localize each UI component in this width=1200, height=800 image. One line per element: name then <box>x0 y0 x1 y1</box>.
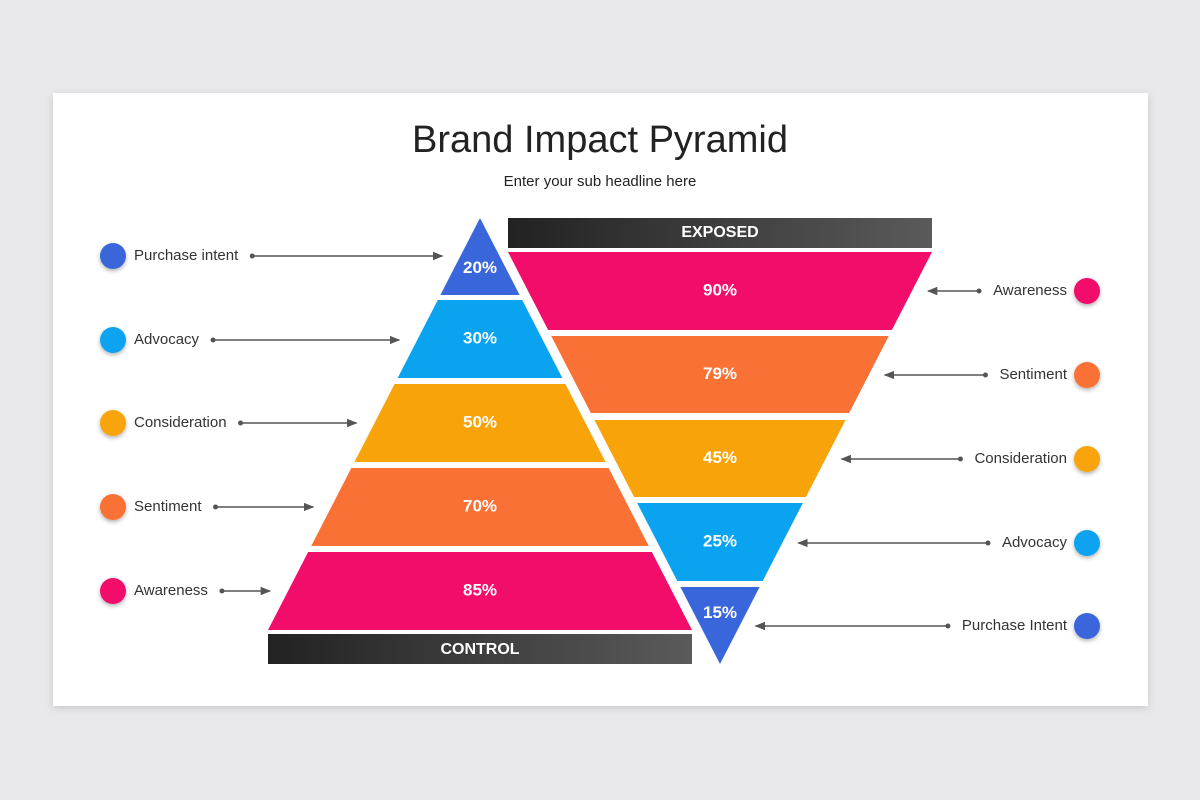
control-level <box>397 300 563 378</box>
control-level <box>268 552 692 630</box>
level-dot <box>1074 362 1100 388</box>
subtitle: Enter your sub headline here <box>504 173 697 190</box>
exposed-bar <box>508 218 932 248</box>
control-level <box>440 218 520 295</box>
level-value: 20% <box>463 258 497 277</box>
level-value: 79% <box>703 364 737 383</box>
exposed-level <box>594 420 846 497</box>
level-dot <box>1074 613 1100 639</box>
control-label: CONTROL <box>440 641 519 658</box>
level-name: Sentiment <box>999 366 1067 383</box>
level-name: Purchase intent <box>134 247 239 264</box>
level-value: 85% <box>463 580 497 599</box>
control-level <box>311 468 649 546</box>
exposed-level <box>508 252 932 330</box>
level-value: 30% <box>463 328 497 347</box>
exposed-level <box>637 503 803 581</box>
level-name: Consideration <box>974 450 1067 467</box>
level-dot <box>1074 446 1100 472</box>
level-dot <box>100 327 126 353</box>
level-value: 90% <box>703 280 737 299</box>
level-name: Advocacy <box>134 331 200 348</box>
level-dot <box>100 410 126 436</box>
control-level <box>354 384 606 462</box>
level-name: Awareness <box>134 582 208 599</box>
level-dot <box>1074 530 1100 556</box>
level-name: Sentiment <box>134 498 202 515</box>
level-dot <box>100 243 126 269</box>
level-value: 70% <box>463 496 497 515</box>
level-value: 25% <box>703 531 737 550</box>
level-value: 50% <box>463 412 497 431</box>
level-name: Awareness <box>993 282 1067 299</box>
level-dot <box>100 494 126 520</box>
level-name: Purchase Intent <box>962 617 1068 634</box>
level-name: Consideration <box>134 414 227 431</box>
exposed-level <box>551 336 889 413</box>
exposed-label: EXPOSED <box>681 224 758 241</box>
level-value: 15% <box>703 603 737 622</box>
exposed-level <box>680 587 760 664</box>
level-value: 45% <box>703 448 737 467</box>
control-bar <box>268 634 692 664</box>
level-dot <box>1074 278 1100 304</box>
level-name: Advocacy <box>1002 534 1068 551</box>
level-dot <box>100 578 126 604</box>
title: Brand Impact Pyramid <box>412 119 788 161</box>
